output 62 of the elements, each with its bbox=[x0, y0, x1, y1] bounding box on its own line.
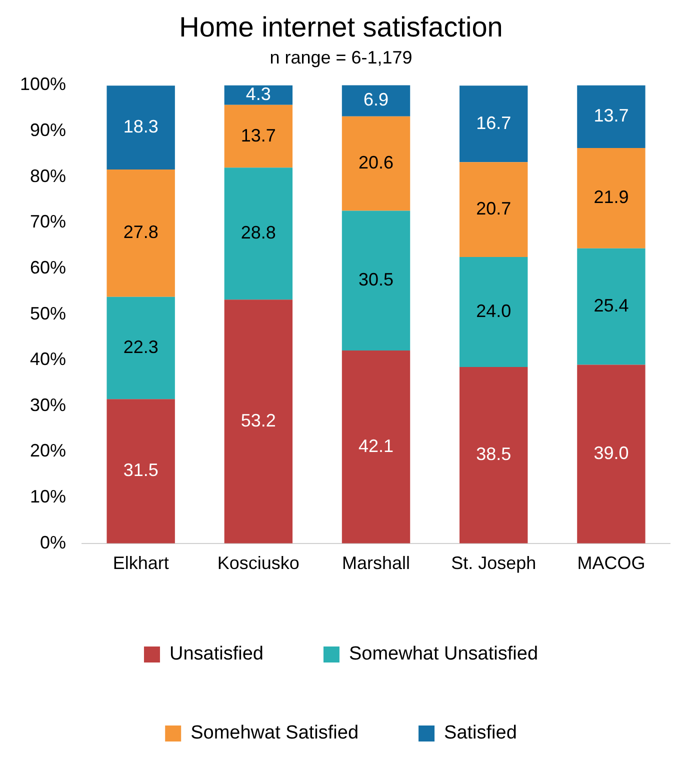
data-label: 22.3 bbox=[123, 336, 158, 357]
bar bbox=[106, 296, 175, 400]
data-label: 27.8 bbox=[123, 222, 158, 242]
bar bbox=[460, 162, 528, 258]
x-tick-label: Marshall bbox=[342, 553, 410, 574]
bar bbox=[342, 350, 410, 544]
data-label: 25.4 bbox=[594, 295, 629, 316]
x-tick-label: Elkhart bbox=[112, 553, 169, 574]
y-tick-label: 40% bbox=[30, 349, 66, 370]
bar bbox=[342, 116, 410, 211]
bar bbox=[460, 86, 528, 162]
data-label: 4.3 bbox=[246, 84, 271, 104]
bar bbox=[460, 257, 528, 367]
data-label: 31.5 bbox=[123, 460, 158, 480]
bar bbox=[577, 364, 646, 544]
y-tick-label: 10% bbox=[30, 486, 66, 507]
y-tick-label: 100% bbox=[20, 74, 66, 94]
data-label: 21.9 bbox=[594, 187, 629, 208]
data-label: 18.3 bbox=[123, 116, 158, 137]
bar bbox=[224, 104, 293, 168]
data-label: 42.1 bbox=[358, 436, 394, 456]
data-label: 20.7 bbox=[476, 198, 512, 219]
legend-label: Somewhat Unsatisfied bbox=[348, 644, 538, 665]
data-label: 24.0 bbox=[476, 300, 512, 321]
chart-title: Home internet satisfaction bbox=[179, 12, 503, 43]
bar bbox=[106, 170, 175, 297]
data-label: 28.8 bbox=[240, 222, 276, 243]
x-tick-label: Kosciusko bbox=[217, 553, 300, 574]
bar bbox=[106, 399, 175, 544]
data-label: 39.0 bbox=[594, 443, 629, 464]
data-label: 53.2 bbox=[240, 410, 276, 430]
y-tick-label: 80% bbox=[30, 166, 66, 186]
legend-label: Satisfied bbox=[444, 722, 517, 744]
data-label: 13.7 bbox=[594, 106, 629, 126]
legend-label: Somehwat Satisfied bbox=[190, 722, 359, 744]
y-tick-label: 70% bbox=[30, 212, 66, 232]
y-tick-label: 60% bbox=[30, 257, 66, 278]
bar bbox=[224, 168, 293, 300]
bar bbox=[577, 85, 646, 148]
bar bbox=[224, 85, 293, 105]
x-tick-label: MACOG bbox=[577, 553, 646, 574]
bar bbox=[106, 86, 175, 170]
data-label: 30.5 bbox=[358, 270, 394, 290]
data-label: 13.7 bbox=[240, 125, 276, 146]
data-label: 16.7 bbox=[476, 112, 512, 133]
data-label: 20.6 bbox=[358, 152, 394, 173]
data-label: 6.9 bbox=[364, 90, 389, 110]
bar bbox=[224, 300, 293, 544]
bar bbox=[342, 85, 410, 116]
x-tick-label: St. Joseph bbox=[451, 553, 536, 574]
y-tick-label: 30% bbox=[30, 394, 66, 415]
data-label: 38.5 bbox=[476, 444, 512, 464]
chart-subtitle: n range = 6-1,179 bbox=[270, 47, 412, 68]
legend-label: Unsatisfied bbox=[169, 644, 264, 665]
y-tick-label: 0% bbox=[40, 532, 66, 552]
bar bbox=[577, 148, 646, 248]
y-tick-label: 50% bbox=[30, 303, 66, 324]
bar bbox=[460, 366, 528, 544]
y-tick-label: 20% bbox=[30, 440, 66, 461]
y-tick-label: 90% bbox=[30, 120, 66, 140]
bar bbox=[577, 248, 646, 365]
bar bbox=[342, 210, 410, 350]
